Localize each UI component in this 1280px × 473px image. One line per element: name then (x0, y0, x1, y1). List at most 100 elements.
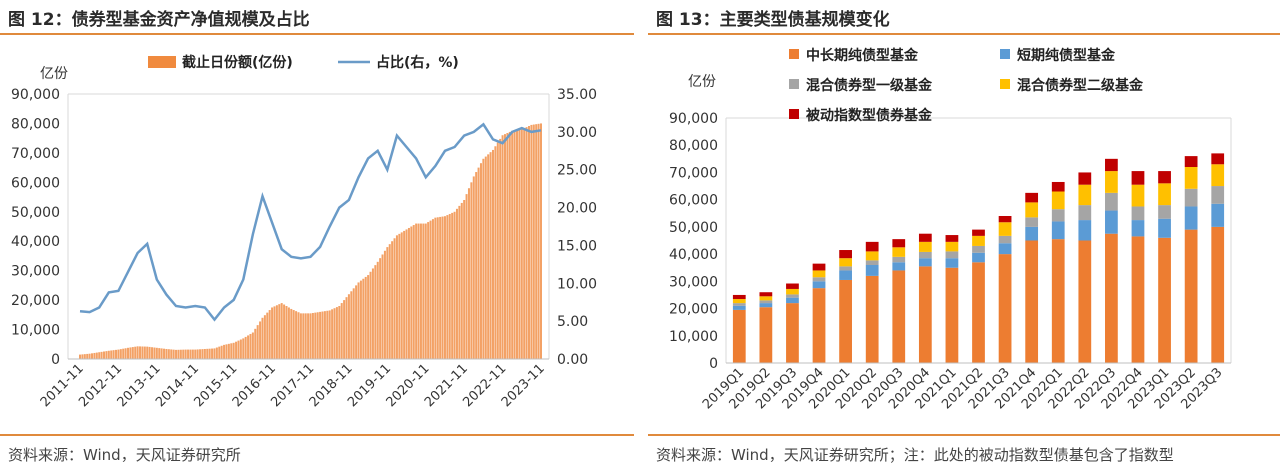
legend-label: 中长期纯债型基金 (806, 47, 919, 64)
bar (215, 347, 218, 359)
bar (184, 349, 187, 359)
bar (211, 348, 214, 359)
bar (398, 233, 401, 359)
bar (292, 310, 295, 359)
bar (283, 304, 286, 359)
bar (477, 167, 480, 359)
bar (86, 353, 89, 359)
bar (93, 352, 96, 359)
bar (511, 130, 514, 359)
bar (388, 244, 391, 359)
bar (230, 343, 233, 359)
bar-segment (1131, 236, 1145, 363)
bar (391, 241, 394, 359)
bar-segment (786, 297, 799, 304)
bar-segment (1105, 233, 1118, 363)
bar (376, 261, 379, 359)
bar (520, 129, 523, 359)
bar (218, 346, 221, 359)
bar (151, 347, 154, 359)
bar (508, 131, 511, 359)
bar (489, 152, 492, 359)
bar (191, 349, 194, 359)
chart-title-right: 图 13：主要类型债基规模变化 (656, 10, 890, 30)
bar-segment (732, 294, 746, 300)
bar-segment (945, 241, 959, 252)
bar-segment (732, 305, 746, 310)
bar (460, 202, 463, 359)
bar-segment (892, 270, 906, 363)
y-tick-label: 50,000 (669, 220, 718, 236)
bar (331, 309, 334, 359)
bar (251, 332, 254, 359)
bar (355, 285, 358, 359)
bar-segment (839, 270, 852, 280)
bar (479, 163, 482, 359)
y-tick-label: 0 (51, 352, 60, 368)
bar (127, 347, 130, 359)
bar (395, 235, 398, 359)
bar-segment (1211, 203, 1225, 227)
bar (91, 353, 94, 359)
y-tick-label: 30,000 (11, 264, 60, 280)
y2-tick-label: 5.00 (557, 314, 588, 330)
bar (343, 300, 346, 359)
bar (436, 217, 439, 359)
bar (467, 188, 470, 359)
bar (518, 129, 521, 359)
bar (275, 305, 278, 359)
bar-segment (1131, 220, 1145, 237)
y2-tick-label: 25.00 (557, 163, 597, 179)
left-panel: 图 12：债券型基金资产净值规模及占比 亿份 0 10,000 20,000 30,00… (0, 0, 634, 473)
bar (417, 223, 420, 359)
bar (367, 275, 370, 359)
bar-segment (732, 309, 746, 363)
y2-tick-label: 30.00 (557, 125, 597, 141)
bar-segment (998, 216, 1012, 223)
bar-segment (1105, 210, 1118, 234)
bar (213, 348, 216, 359)
bar (103, 351, 106, 359)
bar-segment (1051, 181, 1065, 192)
bar-segment (918, 233, 932, 242)
bar-segment (1211, 226, 1225, 363)
bar (410, 226, 413, 359)
y-tick-label: 20,000 (669, 302, 718, 318)
bar (143, 346, 146, 359)
bar (100, 351, 103, 359)
y-tick-label: 60,000 (669, 193, 718, 209)
bar-segment (839, 266, 852, 271)
bar (532, 124, 535, 359)
source-note-right: 资料来源：Wind，天风证券研究所；注：此处的被动指数型债基包含了指数型 (656, 446, 1174, 464)
bar-segment (1025, 240, 1039, 363)
bar (232, 342, 235, 359)
legend-swatch (789, 49, 799, 59)
y2-tick-label: 0.00 (557, 352, 588, 368)
bar (160, 348, 163, 359)
bar-segment (1211, 186, 1225, 204)
bar-segment (918, 241, 932, 252)
bar-segment (1025, 217, 1039, 227)
bar (369, 271, 372, 359)
y2-tick-label: 15.00 (557, 238, 597, 254)
bar (124, 348, 127, 359)
bar-segment (1051, 239, 1065, 363)
bar (496, 142, 499, 359)
series-line-share (79, 122, 542, 322)
bar-segment (1078, 220, 1092, 241)
bar-segment (1184, 229, 1198, 363)
bar (175, 349, 178, 359)
bar (194, 349, 197, 359)
bar (359, 280, 362, 359)
y-axis-label: 亿份 (688, 74, 716, 90)
bar-segment (1051, 191, 1065, 210)
bar-segment (786, 294, 799, 298)
bar (302, 313, 305, 359)
bar-segment (1184, 188, 1198, 207)
bar-segment (812, 288, 826, 363)
title-rule-left (0, 33, 634, 35)
bar (340, 303, 343, 359)
bar-segment (812, 281, 826, 289)
bar (295, 311, 298, 359)
bar (405, 229, 408, 359)
